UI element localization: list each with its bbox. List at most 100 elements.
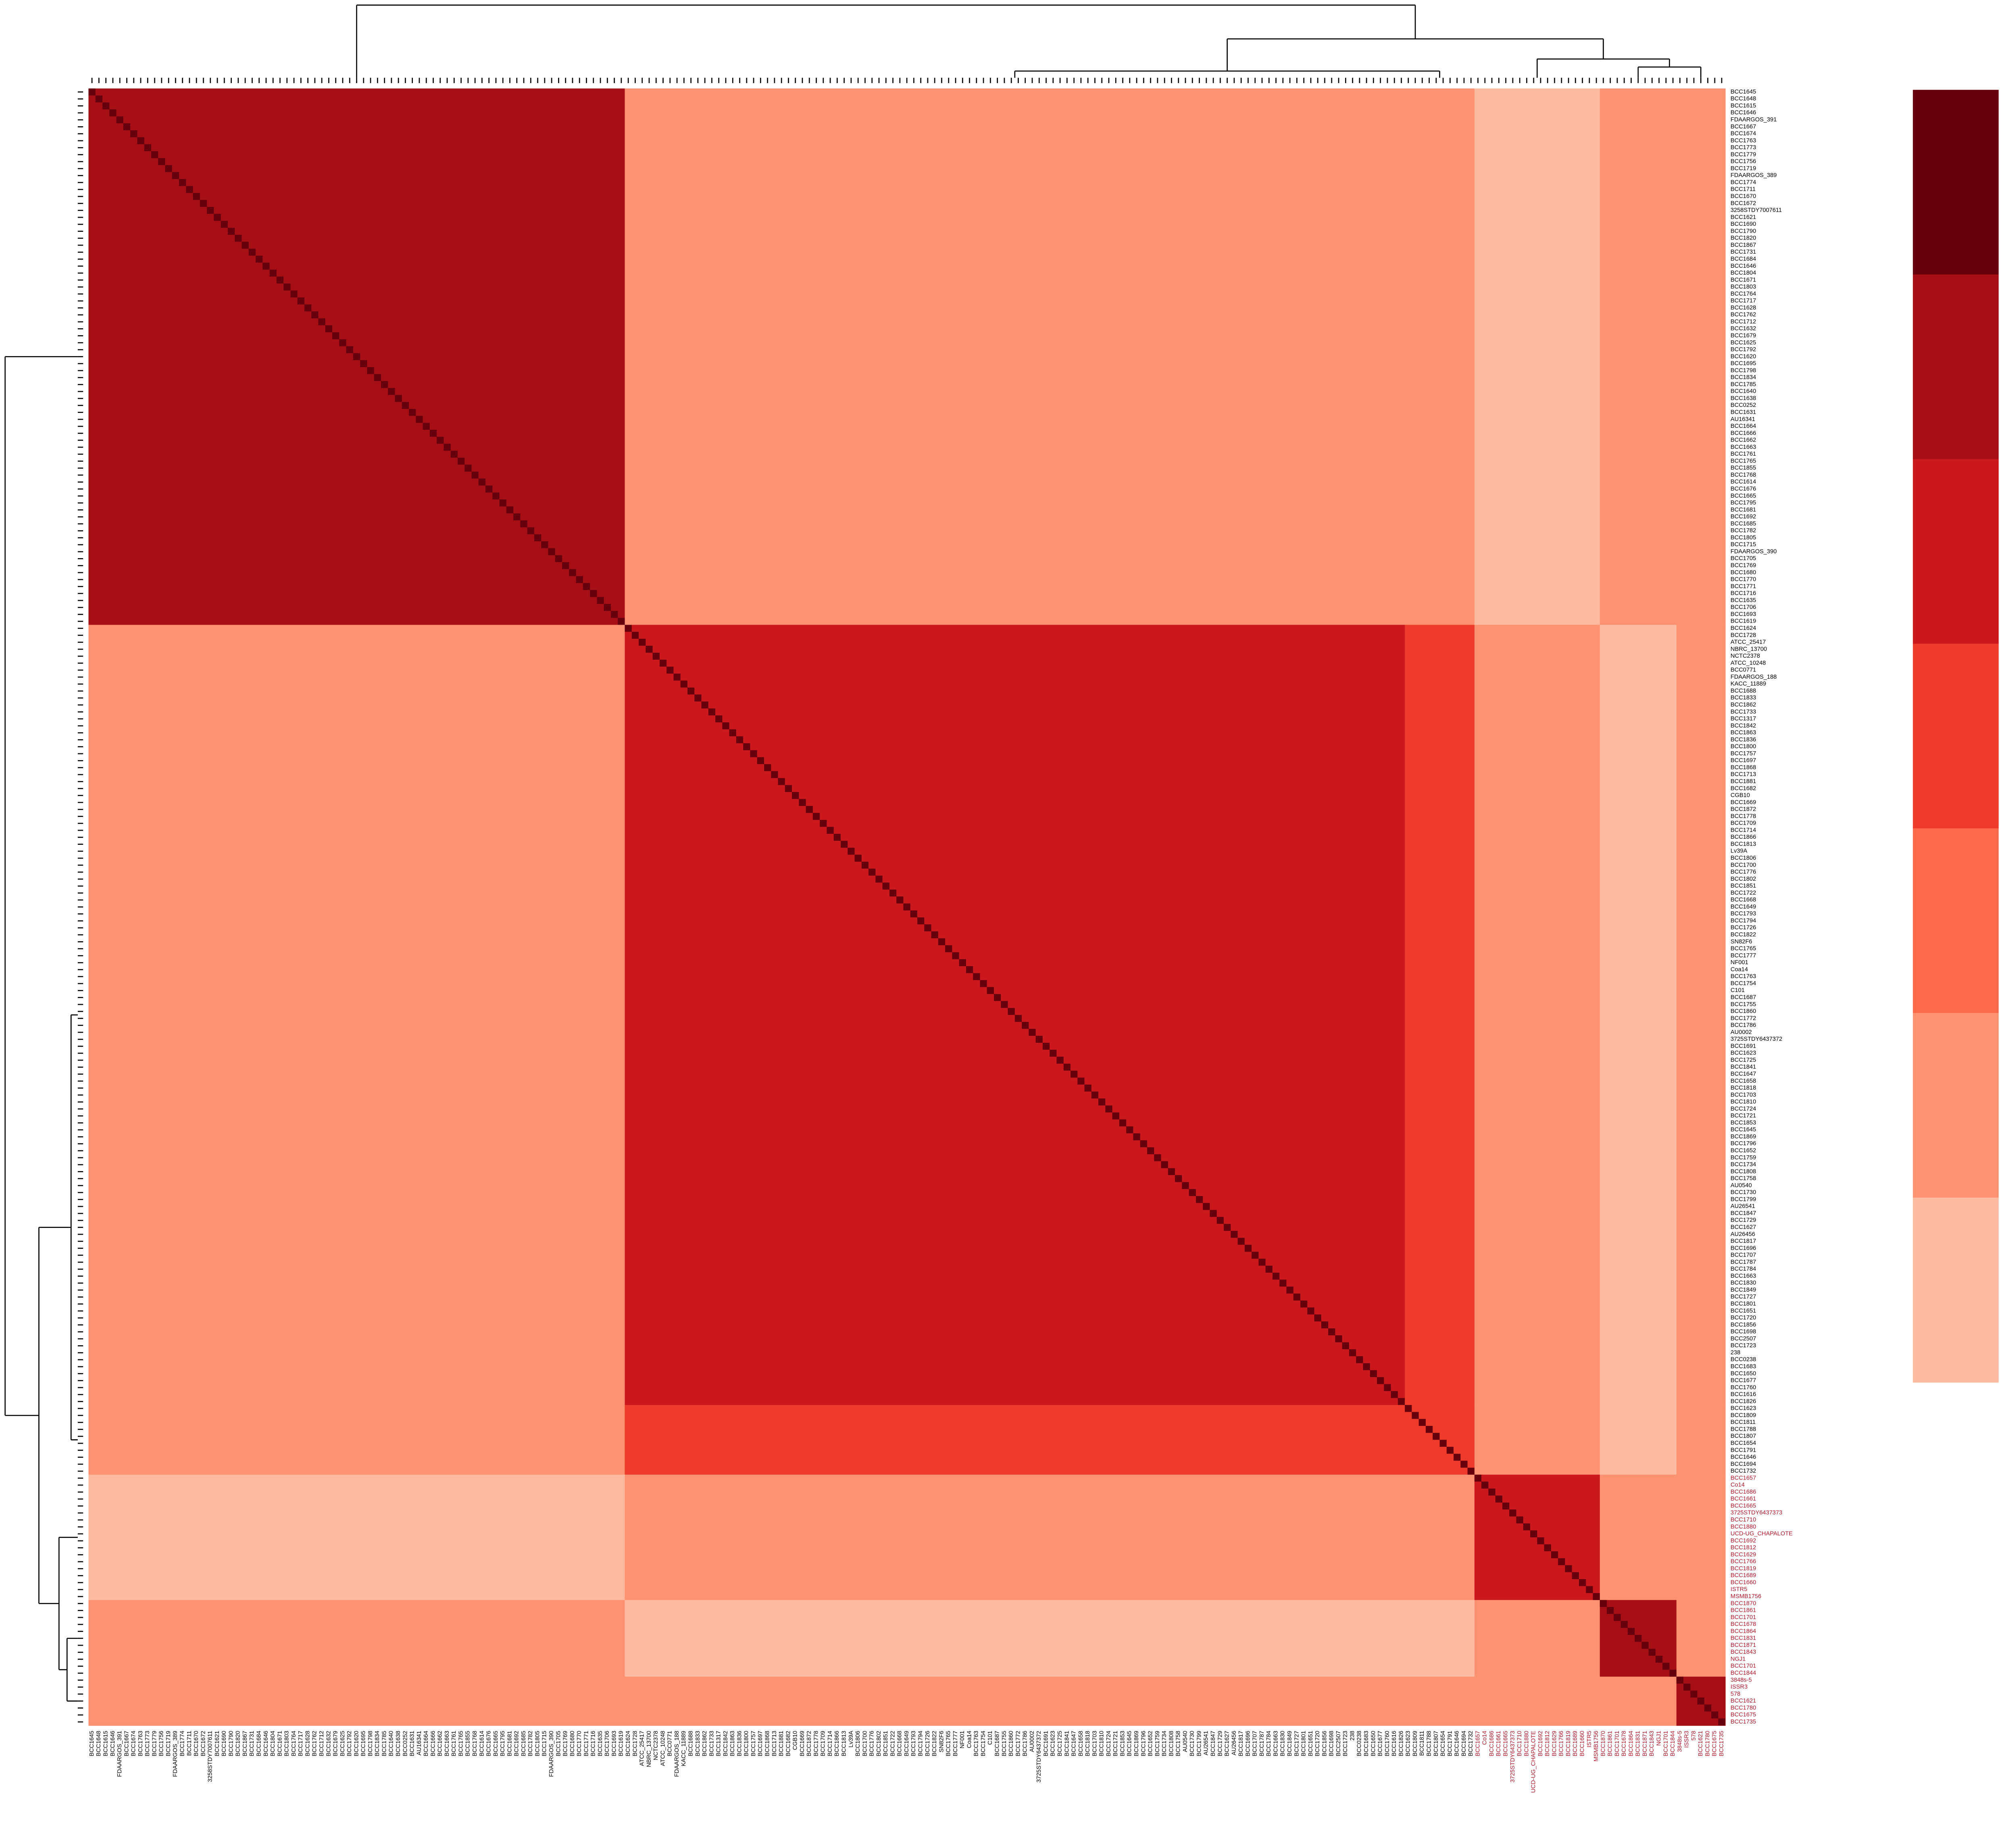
heatmap-block	[88, 1676, 625, 1726]
column-label: BCC1847	[1210, 1731, 1216, 1756]
diagonal-cell	[1412, 1412, 1419, 1419]
row-label: BCC1773	[1731, 144, 1756, 151]
diagonal-cell	[945, 945, 952, 952]
row-label: BCC1732	[1731, 1468, 1756, 1474]
diagonal-cell	[820, 820, 827, 827]
diagonal-cell	[95, 95, 103, 102]
column-label: BCC1786	[1022, 1731, 1029, 1756]
diagonal-cell	[882, 882, 889, 890]
diagonal-cell	[221, 221, 228, 228]
heatmap-block	[88, 625, 625, 1406]
column-label: BCC1663	[444, 1731, 450, 1756]
diagonal-cell	[924, 924, 931, 932]
column-label: BCC1813	[841, 1731, 848, 1756]
column-label: BCC1725	[1057, 1731, 1063, 1756]
column-label: BCC1665	[1502, 1731, 1509, 1756]
diagonal-cell	[896, 896, 904, 904]
diagonal-cell	[478, 478, 486, 486]
diagonal-cell	[868, 869, 876, 876]
column-label: BCC1667	[123, 1731, 130, 1756]
diagonal-cell	[1384, 1384, 1391, 1391]
column-label: BCC1757	[750, 1731, 757, 1756]
diagonal-cell	[109, 109, 117, 117]
diagonal-cell	[116, 116, 123, 123]
diagonal-cell	[1370, 1370, 1377, 1378]
row-label: BCC1812	[1731, 1544, 1756, 1551]
diagonal-cell	[1579, 1579, 1586, 1586]
diagonal-cell	[527, 527, 534, 534]
column-label: Co14	[1482, 1731, 1488, 1745]
heatmap-block	[1599, 625, 1677, 1406]
diagonal-cell	[1586, 1586, 1593, 1593]
row-label: BCC1780	[1731, 1705, 1756, 1711]
row-label: BCC1763	[1731, 973, 1756, 980]
heatmap-block	[88, 1405, 625, 1475]
diagonal-cell	[1133, 1133, 1140, 1140]
column-label: BCC1774	[179, 1731, 186, 1756]
diagonal-cell	[994, 994, 1001, 1001]
diagonal-cell	[450, 450, 458, 458]
column-label: BCC1624	[625, 1731, 631, 1756]
row-label: BCC1805	[1731, 534, 1756, 541]
column-label: BCC1717	[298, 1731, 304, 1756]
row-label: BCC1623	[1731, 1050, 1756, 1057]
diagonal-cell	[1231, 1231, 1238, 1238]
diagonal-cell	[583, 583, 590, 590]
diagonal-cell	[917, 917, 925, 925]
row-label: BCC1729	[1731, 1217, 1756, 1223]
column-label: BCC1692	[1537, 1731, 1544, 1756]
heatmap-block	[625, 1600, 1406, 1677]
row-label: BCC1711	[1731, 186, 1756, 193]
diagonal-cell	[1607, 1607, 1614, 1614]
row-label: BCC1721	[1731, 1113, 1756, 1119]
diagonal-cell	[1216, 1217, 1224, 1224]
row-label: BCC1664	[1731, 423, 1756, 429]
column-label: BCC1766	[1558, 1731, 1565, 1756]
diagonal-cell	[485, 486, 493, 493]
diagonal-cell	[437, 437, 444, 444]
diagonal-cell	[973, 973, 980, 980]
heatmap-block	[1599, 1676, 1677, 1726]
row-label: BCC1681	[1731, 506, 1756, 513]
diagonal-cell	[429, 429, 437, 437]
heatmap-block	[1474, 625, 1600, 1406]
column-label: BCC1800	[744, 1731, 750, 1756]
diagonal-cell	[1565, 1565, 1572, 1572]
row-label: BCC1629	[1731, 1551, 1756, 1558]
column-label: BCC1811	[1419, 1731, 1425, 1756]
column-label: BCC1831	[1635, 1731, 1641, 1756]
row-label: BCC1806	[1731, 855, 1756, 861]
diagonal-cell	[1001, 1001, 1008, 1008]
row-label: BCC1692	[1731, 514, 1756, 520]
diagonal-cell	[833, 834, 841, 841]
row-label: BCC1719	[1731, 165, 1756, 172]
diagonal-cell	[214, 214, 221, 221]
row-label: 3258STDY7007611	[1731, 207, 1782, 214]
column-label: BCC1870	[1600, 1731, 1606, 1756]
row-label: BCC1727	[1731, 1294, 1756, 1300]
row-label: BCC1706	[1731, 604, 1756, 611]
column-label: BCC1802	[876, 1731, 882, 1756]
column-label: BCC1616	[1391, 1731, 1397, 1756]
diagonal-cell	[1210, 1210, 1217, 1217]
diagonal-cell	[1669, 1669, 1677, 1677]
column-label: BCC1853	[1119, 1731, 1126, 1756]
diagonal-cell	[812, 813, 820, 820]
diagonal-cell	[158, 158, 165, 165]
row-label: BCC1735	[1731, 1719, 1756, 1725]
column-label: BCC1632	[325, 1731, 332, 1756]
row-label: BCC1696	[1731, 1245, 1756, 1251]
column-label: KACC_11889	[681, 1731, 687, 1766]
column-label: BCC1683	[1363, 1731, 1370, 1756]
row-label: BCC1765	[1731, 946, 1756, 952]
column-label: BCC1680	[569, 1731, 576, 1756]
column-label: NBRC_13700	[646, 1731, 652, 1767]
diagonal-cell	[339, 339, 346, 346]
diagonal-cell	[1656, 1655, 1663, 1663]
labels: BCC1645BCC1645BCC1648BCC1648BCC1615BCC16…	[89, 89, 1793, 1793]
column-label: UCD-UG_CHAPALOTE	[1531, 1731, 1537, 1793]
row-label: BCC1692	[1731, 1538, 1756, 1544]
row-label: BCC1621	[1731, 1698, 1756, 1704]
diagonal-cell	[1711, 1711, 1718, 1719]
column-label: 578	[1691, 1731, 1697, 1740]
